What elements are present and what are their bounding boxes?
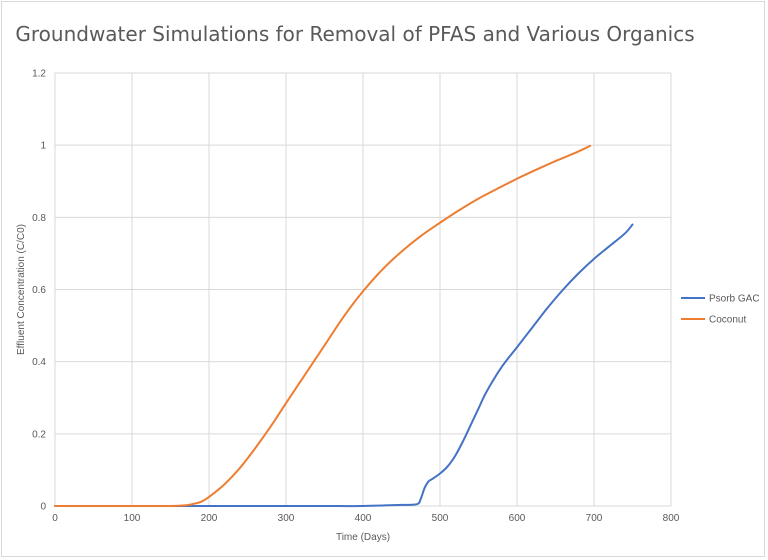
x-tick-label: 300 [278, 513, 295, 524]
y-axis-label: Effluent Concentration (C/C0) [16, 224, 27, 355]
y-tick-label: 0.4 [32, 357, 46, 368]
x-tick-label: 200 [201, 513, 218, 524]
legend-label: Psorb GAC [709, 294, 760, 305]
tick-labels: 0 100 200 300 400 500 600 700 800 0 0.2 0.4 0.6 0.8 1 1… [32, 69, 680, 525]
x-axis-label: Time (Days) [336, 532, 390, 543]
legend-label: Coconut [709, 315, 746, 326]
x-tick-label: 600 [509, 513, 526, 524]
chart-title: Groundwater Simulations for Removal of P… [15, 22, 695, 46]
y-tick-label: 0.8 [32, 213, 46, 224]
gridlines [54, 72, 672, 507]
x-tick-label: 0 [52, 513, 58, 524]
y-tick-label: 0.2 [32, 429, 46, 440]
x-tick-label: 100 [124, 513, 141, 524]
series-line-coconut [54, 144, 592, 508]
y-tick-label: 1 [40, 141, 46, 152]
x-tick-label: 800 [663, 513, 680, 524]
series-lines [54, 144, 634, 508]
series-line-psorb-gac [54, 223, 634, 508]
y-tick-label: 1.2 [32, 69, 46, 80]
x-tick-label: 500 [432, 513, 449, 524]
legend: Psorb GAC Coconut [681, 294, 760, 326]
x-tick-label: 700 [586, 513, 603, 524]
y-tick-label: 0.6 [32, 285, 46, 296]
y-tick-label: 0 [40, 502, 46, 513]
x-tick-label: 400 [355, 513, 372, 524]
